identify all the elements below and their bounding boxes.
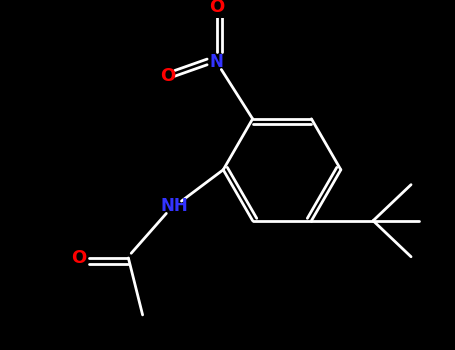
Text: N: N [210,53,223,71]
Text: O: O [209,0,224,16]
Text: O: O [71,249,86,267]
Text: O: O [160,67,175,85]
Text: NH: NH [160,197,188,215]
